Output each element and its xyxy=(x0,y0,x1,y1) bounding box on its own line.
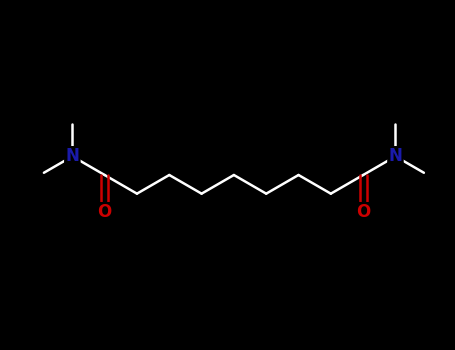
Text: N: N xyxy=(66,147,79,165)
Text: N: N xyxy=(389,147,402,165)
Text: O: O xyxy=(97,203,112,221)
Text: O: O xyxy=(356,203,370,221)
